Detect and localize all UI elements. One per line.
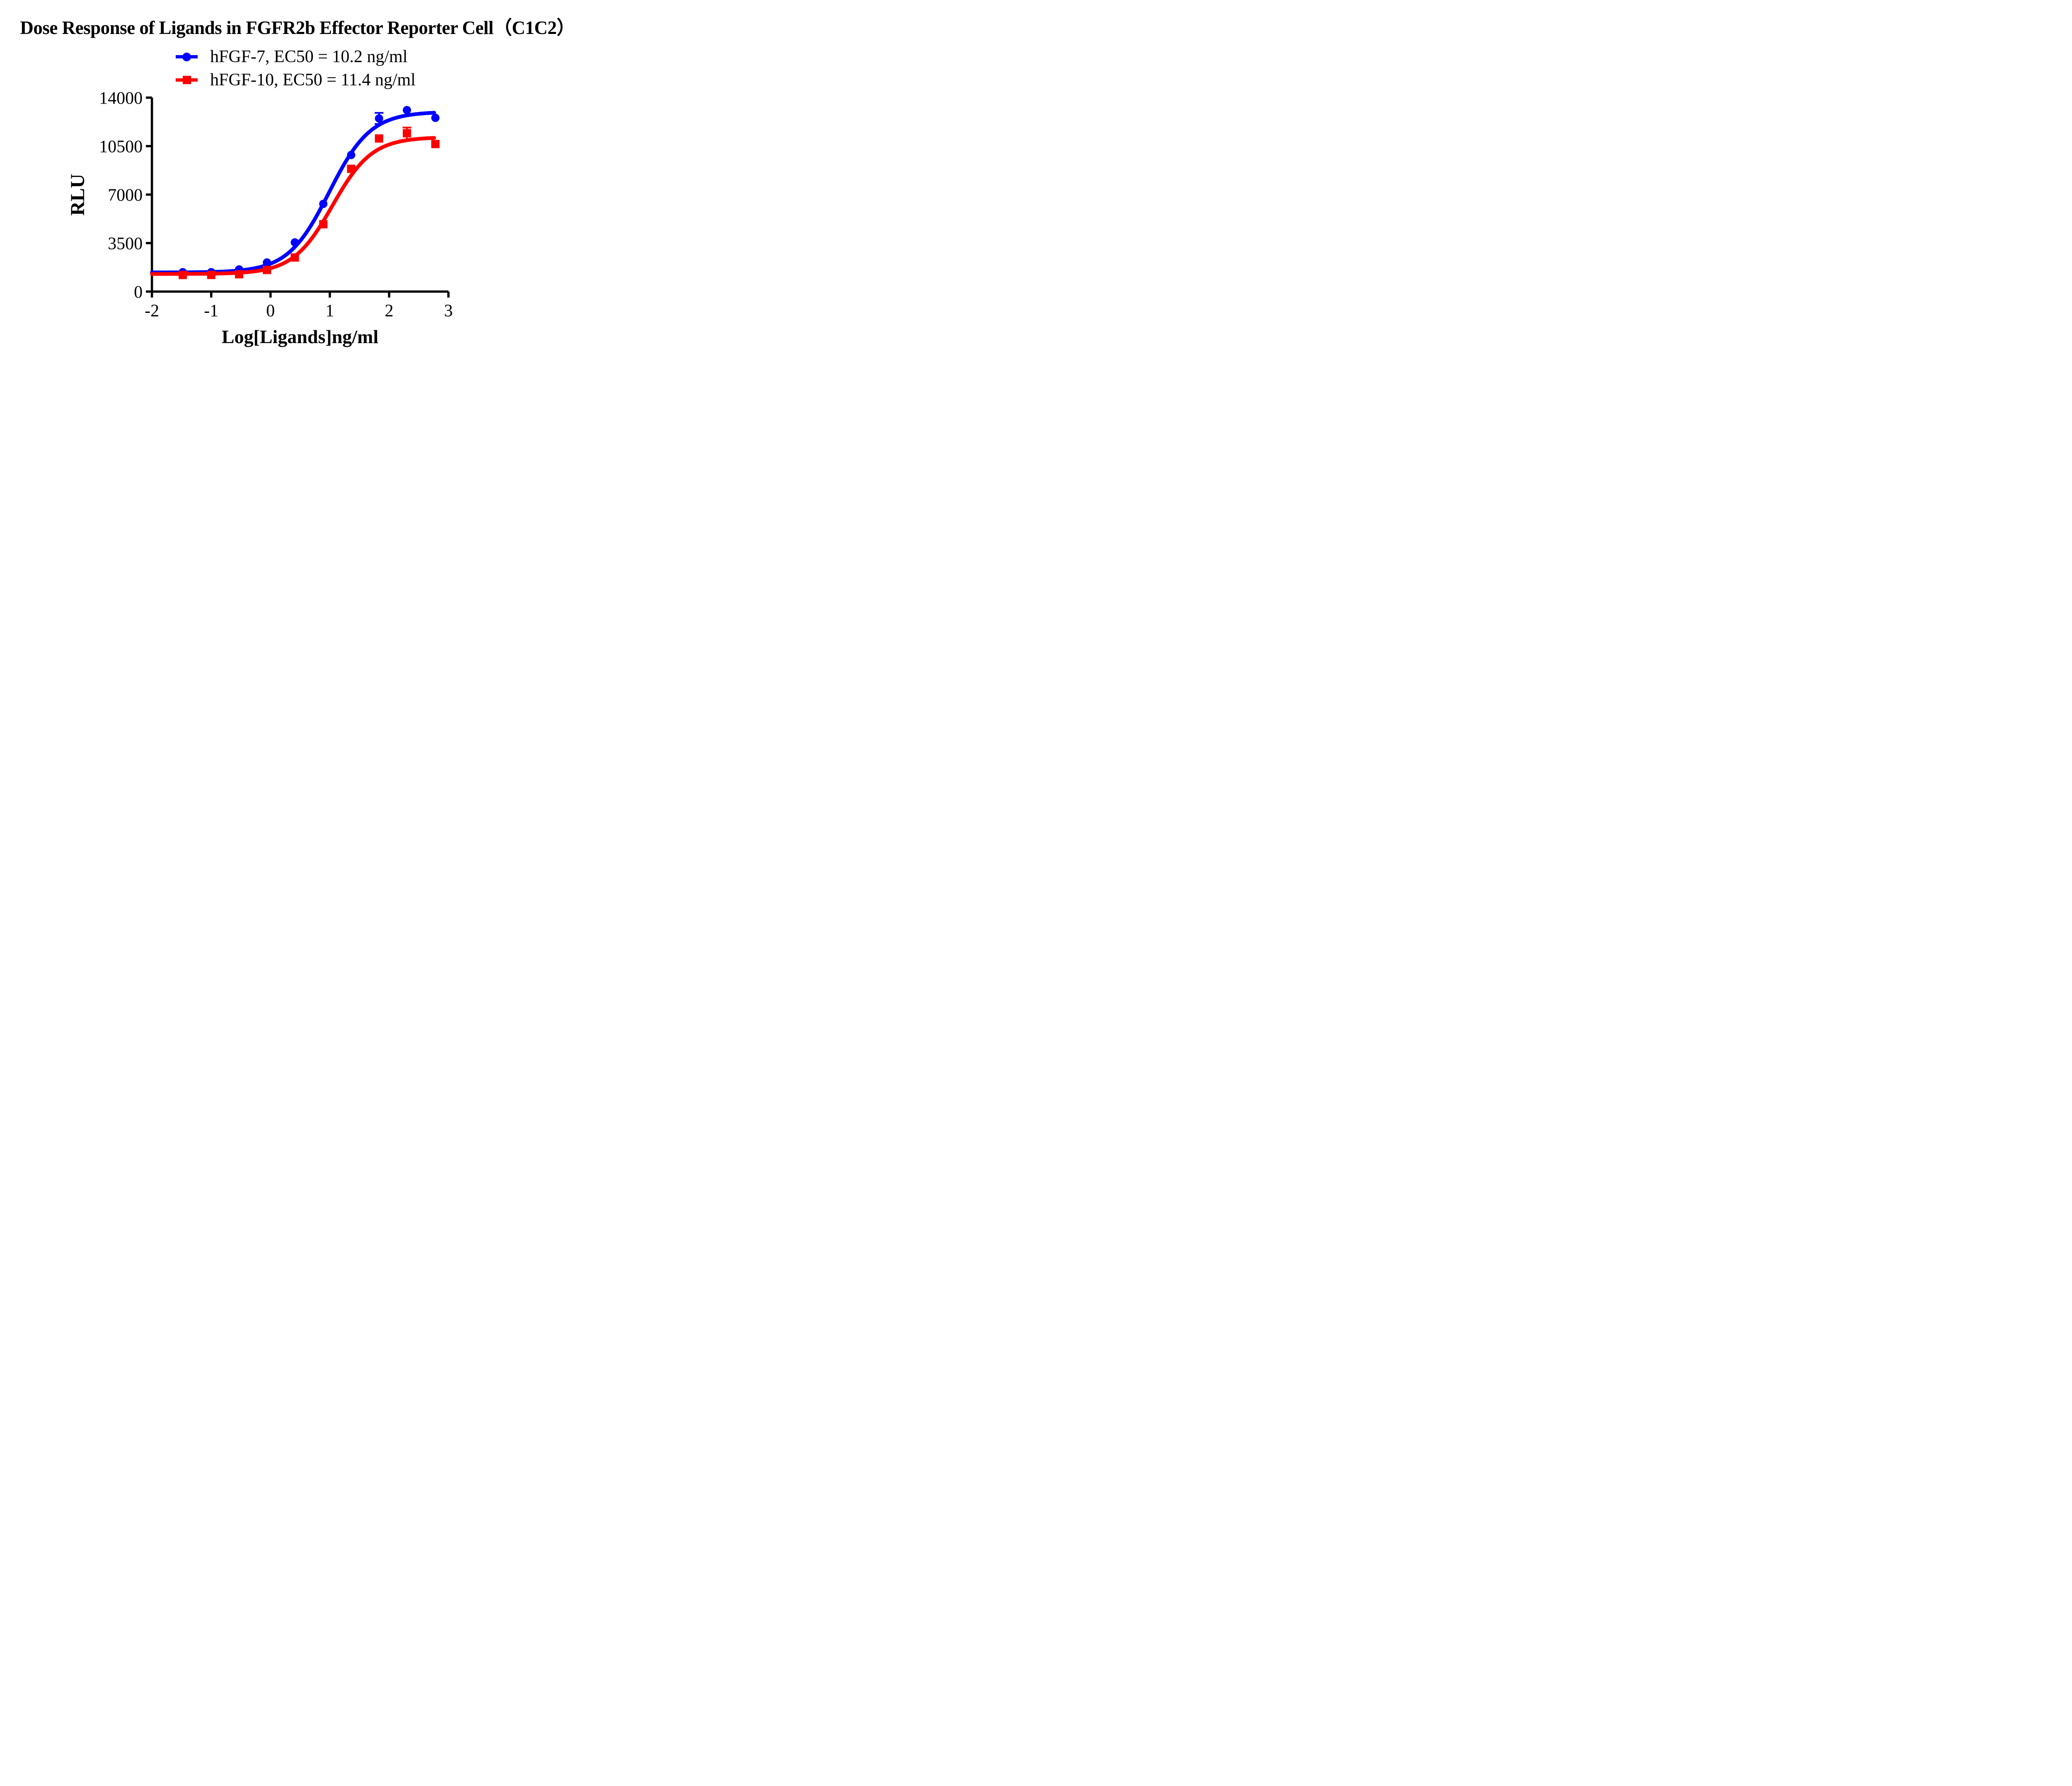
x-tick-label: 0 [266,302,275,321]
legend-item-hfgf7: hFGF-7, EC50 = 10.2 ng/ml [176,48,407,66]
data-point-square-hfgf-10 [179,271,187,279]
legend-label-hfgf7: hFGF-7, EC50 = 10.2 ng/ml [210,47,408,66]
y-tick-label: 14000 [99,89,143,108]
fit-curves [150,111,436,276]
axes [150,97,449,293]
data-point-square-hfgf-10 [235,270,243,278]
y-axis-title: RLU [67,174,89,215]
data-point-square-hfgf-10 [402,129,411,138]
hfgf10-legend-square [182,76,191,84]
y-tick-label: 3500 [108,234,143,253]
y-tick-label: 10500 [99,137,143,156]
data-points [179,106,440,279]
x-tick-label: 1 [325,302,334,321]
data-point-circle-hfgf-7 [263,258,271,267]
axis-ticks [146,96,450,298]
chart-title: Dose Response of Ligands in FGFR2b Effec… [20,17,575,38]
data-point-circle-hfgf-7 [375,114,383,123]
x-tick-label: 3 [444,302,453,321]
hfgf7-legend-dot [182,52,191,61]
y-tick-label: 0 [134,283,143,302]
hfgf10-square-marker-icon [176,75,198,85]
x-tick-label: -2 [145,302,159,321]
data-point-square-hfgf-10 [347,165,356,173]
data-point-circle-hfgf-7 [402,106,411,114]
x-tick-label: -1 [204,302,218,321]
fit-curve-hfgf-7 [150,111,436,274]
axis-tick-labels: 0 3500 7000 10500 14000 -2 -1 0 1 2 3 [99,89,453,320]
data-point-circle-hfgf-7 [290,238,299,247]
dose-response-chart: 0 3500 7000 10500 14000 -2 -1 0 1 2 3 RLU Log[Liga… [67,89,453,347]
data-point-square-hfgf-10 [263,266,271,274]
data-point-square-hfgf-10 [207,271,215,279]
data-point-circle-hfgf-7 [319,199,328,208]
axis-lines [150,97,449,293]
hfgf7-circle-marker-icon [176,52,198,62]
figure-page: Dose Response of Ligands in FGFR2b Effec… [0,0,595,357]
legend-item-hfgf10: hFGF-10, EC50 = 11.4 ng/ml [176,71,416,89]
x-axis-title: Log[Ligands]ng/ml [222,326,378,347]
data-point-square-hfgf-10 [375,134,383,143]
data-point-circle-hfgf-7 [431,114,440,122]
data-point-circle-hfgf-7 [347,150,356,159]
y-tick-label: 7000 [108,186,143,205]
data-point-square-hfgf-10 [319,220,328,229]
legend-label-hfgf10: hFGF-10, EC50 = 11.4 ng/ml [210,70,416,90]
data-point-square-hfgf-10 [431,140,440,148]
x-tick-label: 2 [385,302,394,321]
data-point-square-hfgf-10 [290,253,299,262]
